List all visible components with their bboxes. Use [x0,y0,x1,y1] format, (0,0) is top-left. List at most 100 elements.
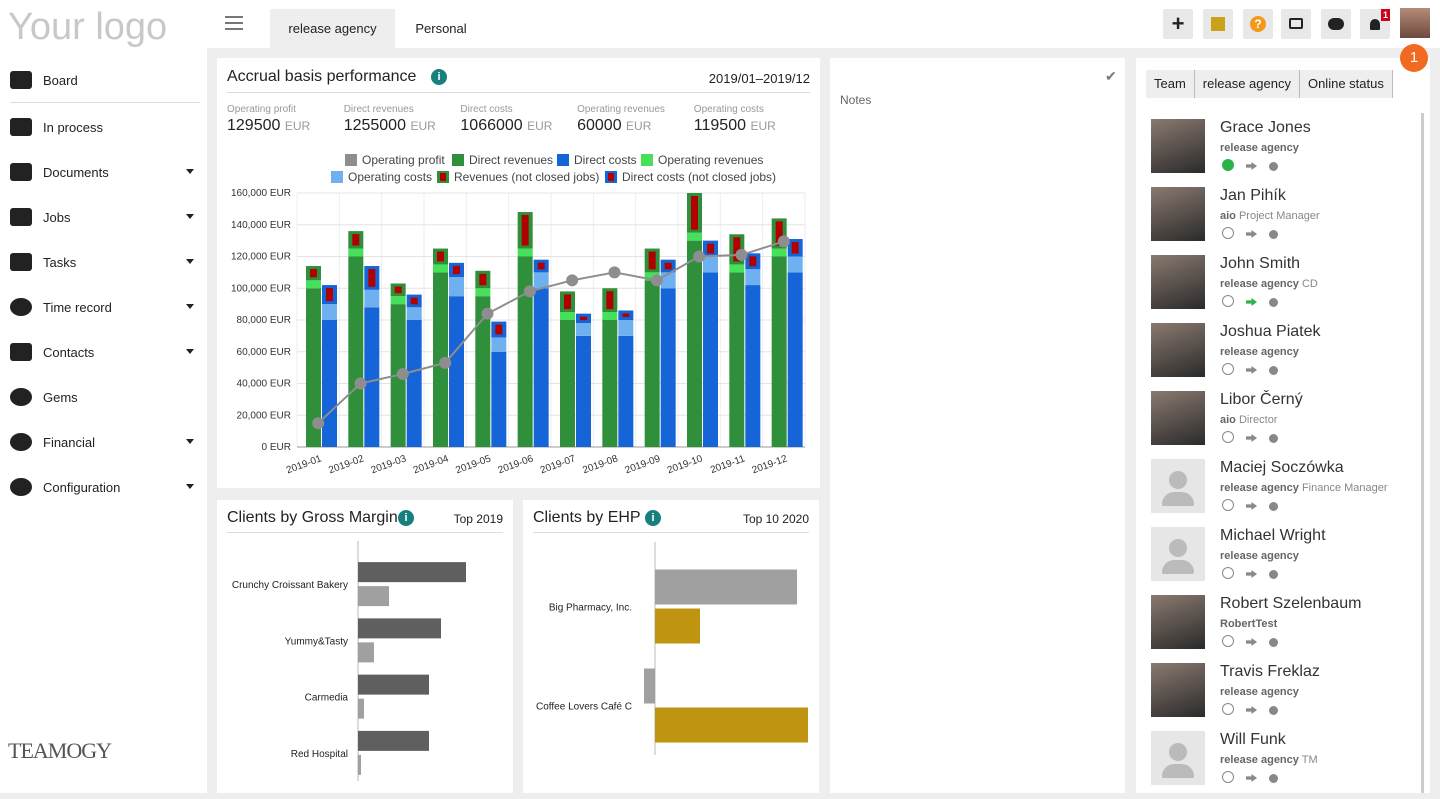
team-member[interactable]: Robert Szelenbaum RobertTest [1151,595,1421,663]
team-member[interactable]: John Smith release agency CD [1151,255,1421,323]
nav-item[interactable]: Documents [10,150,200,194]
legend-label: Operating costs [348,170,432,184]
bar-segment [618,310,634,320]
status-icons [1222,226,1278,240]
login-status [1246,162,1257,170]
y-tick-label: 100,000 EUR [231,283,291,294]
bar-segment [322,320,337,447]
breadcrumb-item[interactable]: release agency [1195,70,1300,98]
team-member[interactable]: Grace Jones release agency [1151,119,1421,187]
breadcrumb-item[interactable]: Team [1146,70,1195,98]
profit-point [650,274,663,287]
team-member[interactable]: Will Funk release agency TM [1151,731,1421,799]
save-check[interactable]: ✔ [1105,68,1117,84]
bar-segment [517,212,533,249]
toolbar-button[interactable] [1203,9,1233,39]
nav-item[interactable]: Jobs [10,195,200,239]
bar-segment [533,272,549,289]
profit-point [354,377,367,390]
menu-toggle[interactable] [225,16,243,18]
team-member[interactable]: Libor Černý aio Director [1151,391,1421,459]
breadcrumb-item[interactable]: Online status [1300,70,1393,98]
divider [10,102,200,103]
kpi-unit: EUR [410,119,436,133]
nav-item[interactable]: In process [10,105,200,149]
toolbar-button[interactable]: + [1163,9,1193,39]
nav-item[interactable]: Gems [10,375,200,419]
user-avatar[interactable] [1400,8,1430,38]
bar-segment [560,291,575,313]
bar [560,320,575,447]
bar-inner [326,288,333,302]
nav-label: Jobs [43,209,71,225]
nav-item[interactable]: Time record [10,285,200,329]
bar [618,335,634,447]
nav-icon [10,253,32,271]
bar [787,272,803,447]
bar [491,337,507,352]
bar-segment [560,312,575,320]
bar [644,272,660,281]
bar [449,296,464,447]
online-status [1222,159,1234,171]
kpi: Direct costs 1066000 EUR [460,104,552,135]
nav-item[interactable]: Contacts [10,330,200,374]
step-badge: 1 [1400,44,1428,72]
member-name: Joshua Piatek [1220,323,1321,340]
avatar-head [1169,471,1187,489]
tab[interactable]: release agency [270,9,395,48]
team-member[interactable]: Maciej Soczówka release agency Finance Ma… [1151,459,1421,527]
bar [358,730,429,751]
bar [358,562,466,583]
company: aio [1220,210,1236,222]
bar-segment [644,272,660,281]
team-member[interactable]: Michael Wright release agency [1151,527,1421,595]
x-tick-label: 2019-01 [285,453,324,476]
toolbar-button[interactable]: ? [1243,9,1273,39]
team-member[interactable]: Travis Freklaz release agency [1151,663,1421,731]
bar-segment [406,320,422,447]
member-company: release agency [1220,142,1299,154]
online-status [1222,703,1234,715]
nav-item[interactable]: Financial [10,420,200,464]
info-icon[interactable]: i [398,510,414,526]
bar-segment [406,307,422,320]
nav-item[interactable]: Board [10,58,200,102]
nav-icon [10,163,32,181]
kpi-unit: EUR [626,119,652,133]
kpi-value: 129500 EUR [227,117,310,135]
team-member[interactable]: Jan Pihík aio Project Manager [1151,187,1421,255]
profit-point [566,274,579,287]
team-member[interactable]: Joshua Piatek release agency [1151,323,1421,391]
nav-label: Tasks [43,254,77,270]
toolbar-button[interactable] [1360,9,1390,39]
tab[interactable]: Personal [415,21,467,36]
bar [576,323,591,336]
panel-title: Clients by Gross Margin [227,509,398,526]
bar-inner [368,269,376,287]
member-company: release agency [1220,550,1299,562]
online-status [1222,567,1234,579]
nav-item[interactable]: Configuration [10,465,200,509]
avatar [1151,391,1205,445]
kpi-label: Operating costs [693,104,764,115]
login-status [1246,298,1257,306]
info-icon[interactable]: i [431,69,447,85]
kpi-value: 1255000 EUR [344,117,436,135]
toolbar-button[interactable] [1281,9,1311,39]
avatar-head [1169,743,1187,761]
bar-inner [352,234,360,246]
member-name: Libor Černý [1220,391,1303,408]
info-icon[interactable]: i [645,510,661,526]
bar [475,296,491,447]
online-status [1222,635,1234,647]
bar-segment [703,272,718,447]
bar-inner [437,251,444,262]
nav-item[interactable]: Tasks [10,240,200,284]
category-label: Red Hospital [291,749,348,760]
bar-segment [576,313,591,324]
toolbar-button[interactable] [1321,9,1351,39]
bar [358,674,429,695]
bar-inner [537,262,545,270]
